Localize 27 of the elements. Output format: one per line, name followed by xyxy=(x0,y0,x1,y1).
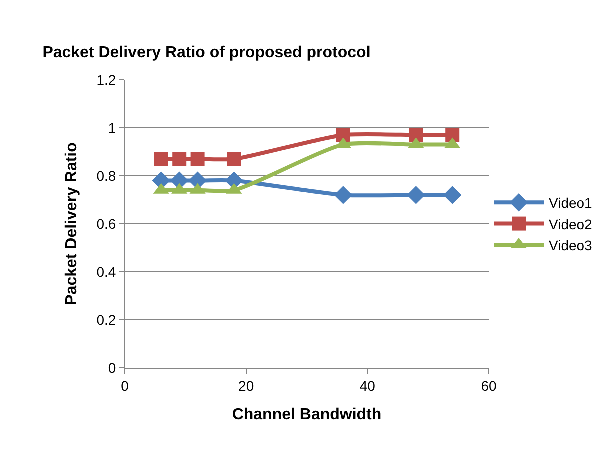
y-tick-label: 0.4 xyxy=(96,264,116,280)
y-tick-label: 0.2 xyxy=(96,312,116,328)
chart-title: Packet Delivery Ratio of proposed protocol xyxy=(42,44,371,62)
point xyxy=(446,128,460,142)
point xyxy=(409,128,424,142)
legend-label: Video3 xyxy=(549,237,593,254)
y-tick-label: 1.2 xyxy=(96,72,116,88)
legend-label: Video2 xyxy=(549,216,593,232)
point xyxy=(334,186,352,204)
point xyxy=(190,152,205,166)
x-tick-label: 40 xyxy=(360,378,376,394)
point xyxy=(172,152,187,166)
y-tick-label: 0 xyxy=(108,360,116,376)
x-axis-title: Channel Bandwidth xyxy=(232,406,382,424)
y-tick-label: 1 xyxy=(108,120,116,136)
y-tick-label: 0.6 xyxy=(96,216,116,232)
point xyxy=(336,128,350,142)
point xyxy=(227,152,242,166)
legend-label: Video1 xyxy=(549,195,593,212)
x-tick-label: 60 xyxy=(481,378,497,394)
y-tick-label: 0.8 xyxy=(96,168,116,184)
y-axis-title: Packet Delivery Ratio xyxy=(64,142,81,306)
point xyxy=(407,186,426,204)
point xyxy=(444,186,462,204)
x-tick-label: 20 xyxy=(238,378,254,394)
point xyxy=(154,152,168,166)
x-tick-label: 0 xyxy=(121,378,130,394)
